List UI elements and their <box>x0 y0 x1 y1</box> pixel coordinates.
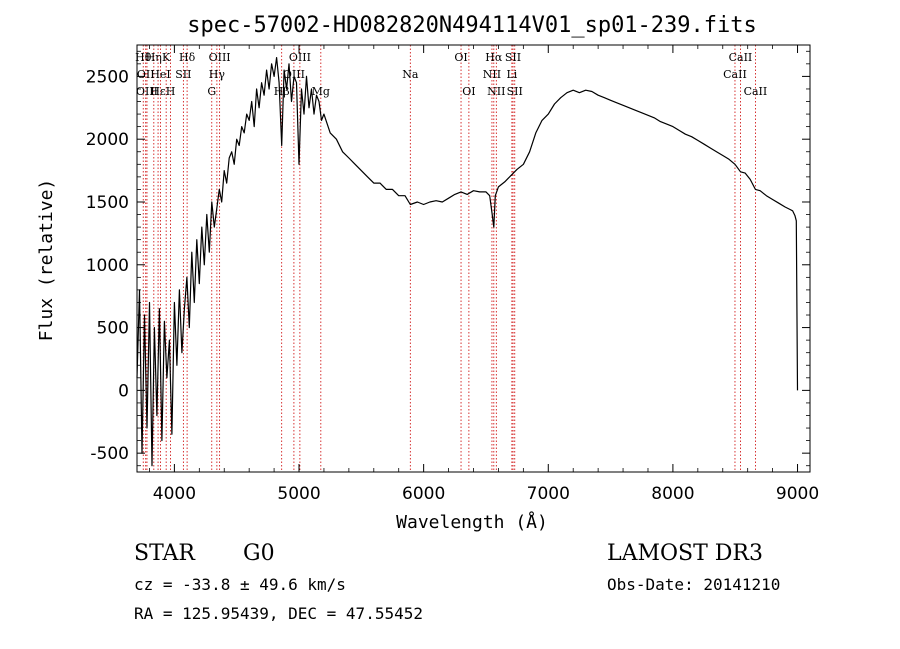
redshift-cz: cz = -33.8 ± 49.6 km/s <box>134 575 346 594</box>
y-tick-label-6: 2500 <box>86 67 129 87</box>
line-label-20: NII <box>483 68 501 81</box>
line-label-26: CaII <box>723 68 747 81</box>
line-label-5: HeI <box>150 68 170 81</box>
y-tick-label-1: 0 <box>118 381 129 401</box>
line-label-8: SII <box>175 68 191 81</box>
line-label-3: Hη <box>146 51 162 64</box>
x-tick-label-3: 7000 <box>527 484 570 504</box>
chart-title: spec-57002-HD082820N494114V01_sp01-239.f… <box>187 13 757 38</box>
line-label-2: OIII <box>136 85 158 98</box>
line-label-25: SII <box>507 85 523 98</box>
x-tick-label-4: 8000 <box>651 484 694 504</box>
y-tick-label-0: -500 <box>90 444 129 464</box>
line-label-19: OI <box>462 85 475 98</box>
line-label-13: Hβ <box>274 85 290 98</box>
line-label-10: G <box>207 85 216 98</box>
line-label-27: CaII <box>729 51 753 64</box>
ra-dec: RA = 125.95439, DEC = 47.55452 <box>134 604 423 623</box>
y-tick-label-2: 500 <box>97 319 129 339</box>
object-subclass: G0 <box>243 541 275 566</box>
line-label-11: Hγ <box>209 68 226 81</box>
line-label-17: Na <box>402 68 419 81</box>
line-label-28: CaII <box>744 85 768 98</box>
x-axis-ticks: 4000 5000 6000 7000 8000 9000 <box>149 45 819 504</box>
x-axis-label: Wavelength (Å) <box>396 511 548 533</box>
line-label-7: H <box>166 85 176 98</box>
line-labels: HθOIIOIIIHηHεHeIKHSIIHδGHγOIIIHβOIIIOIII… <box>135 51 767 98</box>
obs-date: Obs-Date: 20141210 <box>607 575 780 594</box>
y-tick-label-5: 2000 <box>86 130 129 150</box>
line-markers <box>142 45 756 472</box>
line-label-12: OIII <box>209 51 231 64</box>
series-flux-line <box>136 56 799 467</box>
line-label-4: Hε <box>150 85 166 98</box>
line-label-16: Mg <box>312 85 330 98</box>
line-label-9: Hδ <box>179 51 196 64</box>
line-label-22: NII <box>487 85 505 98</box>
y-tick-label-3: 1000 <box>86 256 129 276</box>
survey-name: LAMOST DR3 <box>607 541 763 566</box>
line-label-6: K <box>162 51 171 64</box>
line-label-18: OI <box>454 51 467 64</box>
y-tick-label-4: 1500 <box>86 193 129 213</box>
line-label-21: Hα <box>485 51 503 64</box>
line-label-23: Li <box>506 68 517 81</box>
object-class: STAR <box>134 541 196 566</box>
y-axis-label: Flux (relative) <box>36 179 57 342</box>
x-tick-label-0: 4000 <box>153 484 196 504</box>
x-tick-label-1: 5000 <box>277 484 320 504</box>
line-label-1: OII <box>137 68 155 81</box>
flux-series <box>136 56 799 467</box>
x-tick-label-2: 6000 <box>402 484 445 504</box>
y-axis-ticks: -500 0 500 1000 1500 2000 2500 <box>86 50 810 467</box>
x-tick-label-5: 9000 <box>776 484 819 504</box>
line-label-0: Hθ <box>135 51 152 64</box>
plot-frame <box>136 44 811 473</box>
line-label-15: OIII <box>289 51 311 64</box>
line-label-24: SII <box>505 51 521 64</box>
